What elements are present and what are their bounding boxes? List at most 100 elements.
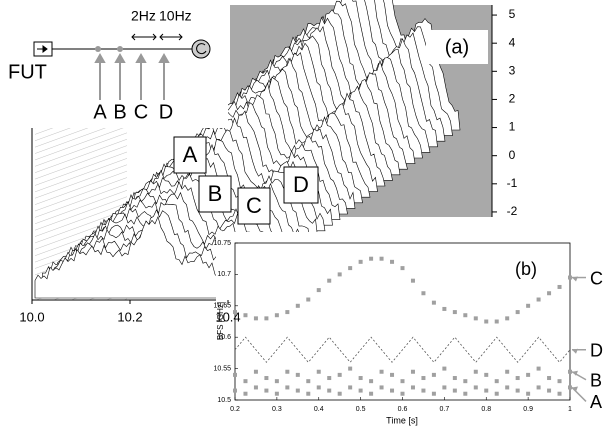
x-axis-label: Time [s] (386, 415, 418, 425)
point (379, 256, 384, 261)
point (274, 313, 279, 318)
legend-arrow (571, 386, 587, 402)
point (557, 284, 562, 289)
point (348, 266, 353, 271)
y-tick-label: 10.65 (213, 303, 231, 310)
point (400, 379, 405, 384)
point (243, 379, 248, 384)
point (327, 278, 332, 283)
point (484, 319, 489, 324)
point (473, 385, 478, 390)
point (327, 388, 332, 393)
point (431, 372, 436, 377)
y-tick-label: 10.7 (217, 271, 231, 278)
point (494, 319, 499, 324)
point (306, 379, 311, 384)
x-tick-label: 0.8 (481, 406, 491, 413)
inset-label: B (113, 101, 126, 123)
y-tick-label: -1 (507, 176, 518, 190)
point (369, 256, 374, 261)
y-tick-label: -2 (507, 204, 518, 218)
point (306, 391, 311, 396)
circulator-arrow (196, 43, 207, 55)
point (400, 266, 405, 271)
inset-label: D (159, 101, 173, 123)
y-tick-label: 10.55 (213, 365, 231, 372)
y-tick-label: 10.75 (213, 240, 231, 247)
panel-label: (b) (515, 259, 537, 279)
peak-label: A (183, 142, 198, 167)
point (316, 385, 321, 390)
y-tick-label: 5 (509, 7, 516, 21)
point (547, 376, 552, 381)
legend-arrowhead (572, 348, 578, 354)
peak-label: C (246, 193, 262, 218)
point (390, 372, 395, 377)
y-tick-label: 3 (509, 63, 516, 77)
point (442, 306, 447, 311)
series-line (234, 336, 571, 363)
x-tick-label: 0.7 (440, 406, 450, 413)
point (369, 379, 374, 384)
waterfall-ridges (34, 0, 461, 299)
point (568, 369, 572, 374)
point (274, 391, 279, 396)
panel-label: (a) (445, 36, 469, 58)
point (358, 259, 363, 264)
point (547, 388, 552, 393)
inset-label: 10Hz (159, 8, 192, 24)
ridge-decoration (34, 215, 236, 299)
point (410, 385, 415, 390)
point (452, 388, 457, 393)
x-tick-label: 0.4 (314, 406, 324, 413)
point (327, 376, 332, 381)
point (526, 303, 531, 308)
peak-label-box (237, 187, 271, 225)
point (505, 385, 510, 390)
x-tick-label: 1 (568, 406, 572, 413)
legend-arrowhead (572, 276, 578, 282)
inset-label: FUT (8, 61, 47, 83)
point (421, 388, 426, 393)
legend-label: C (590, 268, 603, 288)
peak-label-box (283, 166, 319, 204)
x-tick-label: 0.6 (398, 406, 408, 413)
sense-points (95, 46, 123, 52)
point (390, 388, 395, 393)
point (515, 376, 520, 381)
point (400, 391, 405, 396)
point (452, 376, 457, 381)
point (494, 379, 499, 384)
point (358, 388, 363, 393)
y-axis-label: BFS [GHz] (216, 302, 225, 340)
point (337, 391, 342, 396)
x-tick-label: 0.3 (272, 406, 282, 413)
point (463, 313, 468, 318)
frequency-arrows (131, 33, 183, 41)
point (515, 310, 520, 315)
point (568, 275, 572, 280)
point (484, 372, 489, 377)
point (358, 376, 363, 381)
point (526, 372, 531, 377)
inset-label: 2Hz (131, 8, 156, 24)
point (568, 385, 572, 390)
point (348, 385, 353, 390)
inset-panel (0, 0, 228, 128)
y-tick-label: 4 (509, 35, 516, 49)
point (379, 385, 384, 390)
point (442, 385, 447, 390)
inset-label: C (134, 101, 148, 123)
point (421, 291, 426, 296)
point (264, 388, 269, 393)
point (536, 297, 541, 302)
point (295, 303, 300, 308)
legend-label: A (590, 392, 602, 412)
point (233, 310, 237, 315)
peak-label: B (208, 181, 223, 206)
point (337, 272, 342, 277)
x-tick-label: 0.2 (230, 406, 240, 413)
point (410, 369, 415, 374)
point (463, 391, 468, 396)
point (369, 391, 374, 396)
